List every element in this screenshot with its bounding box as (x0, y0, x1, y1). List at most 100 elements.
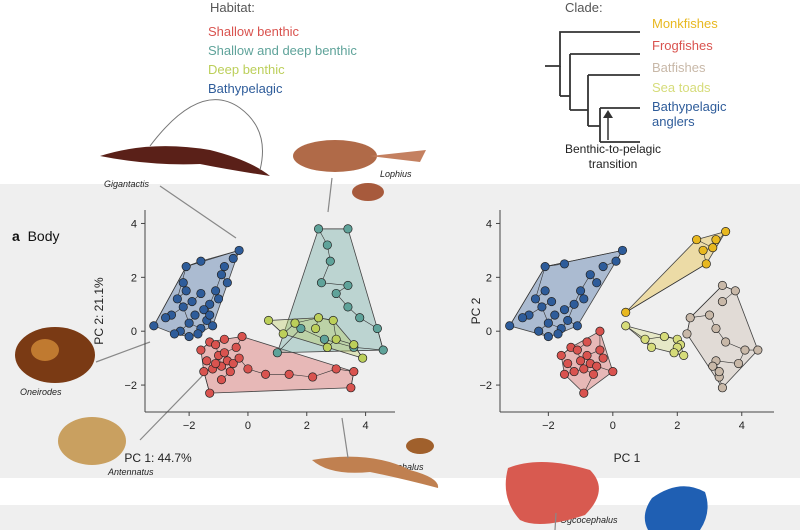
point-batfishes (717, 383, 727, 393)
y-tick-label: 0 (131, 326, 137, 338)
point-bathypelagic-anglers (534, 326, 544, 336)
tree-line (153, 266, 187, 326)
point-monkfishes (692, 235, 702, 245)
point-shallow-and-deep-benthic (316, 278, 327, 288)
point-shallow-benthic (237, 332, 247, 342)
point-bathypelagic (211, 286, 221, 296)
y-tick-label: −2 (479, 380, 492, 392)
point-shallow-benthic (284, 369, 294, 379)
point-deep-benthic (278, 329, 288, 339)
point-batfishes (740, 345, 750, 355)
point-batfishes (717, 297, 727, 307)
clade-legend-batfishes: Batfishes (652, 60, 706, 75)
hull-shallow-and-deep-benthic (276, 228, 384, 354)
point-bathypelagic (149, 321, 159, 331)
point-shallow-benthic (308, 372, 318, 382)
point-batfishes (733, 358, 744, 369)
point-frogfishes (559, 369, 570, 379)
point-bathypelagic-anglers (576, 286, 586, 296)
point-shallow-and-deep-benthic (343, 280, 353, 290)
gigantactis-illustration (100, 99, 270, 176)
point-shallow-benthic (261, 369, 271, 379)
habitat-legend-bathypelagic: Bathypelagic (208, 81, 283, 96)
tree-line (509, 266, 546, 326)
point-shallow-and-deep-benthic (343, 224, 353, 234)
point-frogfishes (572, 345, 582, 355)
point-bathypelagic (172, 294, 182, 304)
point-shallow-and-deep-benthic (272, 348, 282, 358)
point-bathypelagic-anglers (547, 297, 557, 307)
x-axis-label: PC 1: 44.7% (124, 451, 192, 465)
point-shallow-and-deep-benthic (322, 240, 332, 250)
point-monkfishes (721, 226, 731, 237)
point-frogfishes (556, 350, 566, 360)
point-frogfishes (595, 326, 605, 336)
pointer-arrows (95, 177, 557, 530)
clade-legend-sea-toads: Sea toads (652, 80, 711, 95)
point-batfishes (730, 286, 740, 296)
y-tick-label: −2 (124, 380, 137, 392)
point-frogfishes (563, 358, 573, 369)
ogcocephalus-skull-red (505, 461, 599, 524)
point-bathypelagic-anglers (543, 332, 553, 342)
point-frogfishes (582, 337, 592, 347)
skull-blue (644, 486, 708, 530)
point-batfishes (714, 367, 724, 377)
point-bathypelagic-anglers (569, 299, 579, 309)
point-bathypelagic (181, 286, 191, 296)
point-shallow-and-deep-benthic (372, 323, 382, 334)
panel-letter: a (12, 228, 20, 244)
point-shallow-benthic (211, 340, 221, 350)
specimen-label-lophius: Lophius (380, 169, 412, 179)
point-bathypelagic (228, 253, 238, 264)
specimen-label-ogcocephalus-bottom: Ogcocephalus (560, 515, 618, 525)
point-shallow-and-deep-benthic (296, 323, 306, 334)
specimen-label-antennatus: Antennatus (108, 467, 154, 477)
x-tick-label: 2 (674, 420, 680, 432)
body-pca-clade-plot: −2 0 2 4 4 2 0 −2 PC 1 PC 2 (469, 210, 774, 465)
point-deep-benthic (290, 318, 300, 328)
transition-label: Benthic-to-pelagic transition (564, 142, 662, 171)
point-shallow-and-deep-benthic (313, 224, 324, 234)
point-shallow-benthic (225, 367, 235, 377)
point-bathypelagic (178, 278, 188, 288)
point-deep-benthic (263, 315, 274, 325)
point-shallow-and-deep-benthic (378, 345, 388, 355)
point-bathypelagic (205, 310, 215, 320)
tree-line (625, 263, 707, 313)
habitat-legend-shallow-and-deep-benthic: Shallow and deep benthic (208, 43, 357, 58)
tree-line (689, 285, 723, 318)
point-bathypelagic-anglers (540, 286, 550, 296)
point-sea-toads (646, 342, 657, 352)
tree-line (535, 266, 546, 299)
point-bathypelagic (196, 288, 206, 299)
point-shallow-benthic (199, 367, 209, 377)
point-frogfishes (608, 367, 618, 377)
point-shallow-and-deep-benthic (343, 302, 353, 312)
tree-line (545, 250, 623, 267)
specimen-label-gigantactis: Gigantactis (104, 179, 150, 189)
point-shallow-benthic (231, 342, 241, 352)
point-bathypelagic-anglers (537, 302, 547, 312)
plot1-points (149, 224, 388, 398)
plot2-axes: −2 0 2 4 4 2 0 −2 PC 1 PC 2 (469, 210, 774, 465)
point-bathypelagic (222, 278, 232, 288)
point-shallow-benthic (219, 334, 229, 344)
point-bathypelagic (190, 310, 200, 320)
point-sea-toads (679, 350, 689, 360)
point-bathypelagic (196, 256, 206, 266)
point-bathypelagic (169, 329, 179, 339)
point-bathypelagic (213, 294, 224, 304)
point-shallow-benthic (216, 375, 227, 385)
point-frogfishes (579, 364, 589, 374)
clade-branch-root (545, 31, 640, 67)
point-bathypelagic (184, 332, 194, 342)
x-tick-label: −2 (183, 420, 196, 432)
point-batfishes (682, 329, 692, 339)
point-frogfishes (569, 367, 579, 377)
body-pca-habitat-plot: −2 0 2 4 4 2 0 −2 PC 1: 44.7% PC 2: 21.1% (92, 210, 395, 465)
x-tick-label: 2 (304, 420, 310, 432)
point-shallow-benthic (205, 388, 215, 398)
point-bathypelagic-anglers (559, 259, 570, 269)
